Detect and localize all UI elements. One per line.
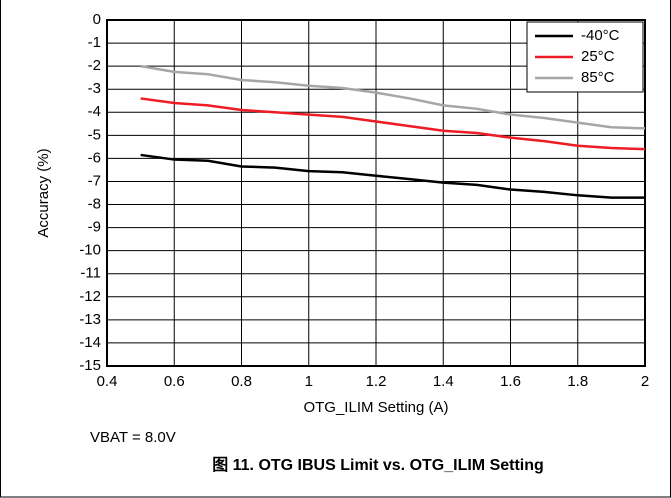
y-tick-label: -10 [79, 242, 101, 259]
x-tick-label: 1.4 [433, 373, 454, 390]
y-tick-label: -2 [88, 57, 101, 74]
legend-label: 25°C [581, 48, 615, 65]
y-tick-label: -15 [79, 357, 101, 374]
caption: 图 11. OTG IBUS Limit vs. OTG_ILIM Settin… [212, 456, 544, 474]
line-series [140, 64, 646, 130]
y-tick-label: -4 [88, 103, 101, 120]
y-tick-label: 0 [93, 11, 101, 28]
y-tick-label: -6 [88, 149, 101, 166]
x-tick-label: 1.8 [567, 373, 588, 390]
legend-label: 85°C [581, 69, 615, 86]
y-tick-label: -3 [88, 80, 101, 97]
x-tick-label: 0.4 [97, 373, 118, 390]
y-tick-label: -11 [80, 265, 101, 282]
legend-label: -40°C [581, 27, 620, 44]
line-series [140, 153, 645, 199]
x-tick-label: 0.8 [231, 373, 252, 390]
x-tick-label: 0.6 [164, 373, 185, 390]
y-tick-label: -13 [79, 311, 101, 328]
line-series [140, 97, 646, 151]
x-tick-label: 1.6 [500, 373, 521, 390]
x-tick-label: 1 [305, 373, 313, 390]
y-tick-label: -1 [88, 34, 101, 51]
x-axis-label: OTG_ILIM Setting (A) [303, 399, 448, 416]
y-tick-label: -14 [79, 334, 101, 351]
y-tick-label: -7 [88, 172, 101, 189]
y-tick-label: -8 [88, 196, 101, 213]
annotation: VBAT = 8.0V [90, 429, 176, 446]
x-tick-label: 2 [641, 373, 649, 390]
y-tick-label: -9 [88, 219, 101, 236]
y-tick-label: -12 [79, 288, 101, 305]
x-tick-label: 1.2 [366, 373, 387, 390]
y-tick-label: -5 [88, 126, 101, 143]
plot-border [106, 19, 646, 367]
y-axis-label: Accuracy (%) [35, 148, 52, 237]
